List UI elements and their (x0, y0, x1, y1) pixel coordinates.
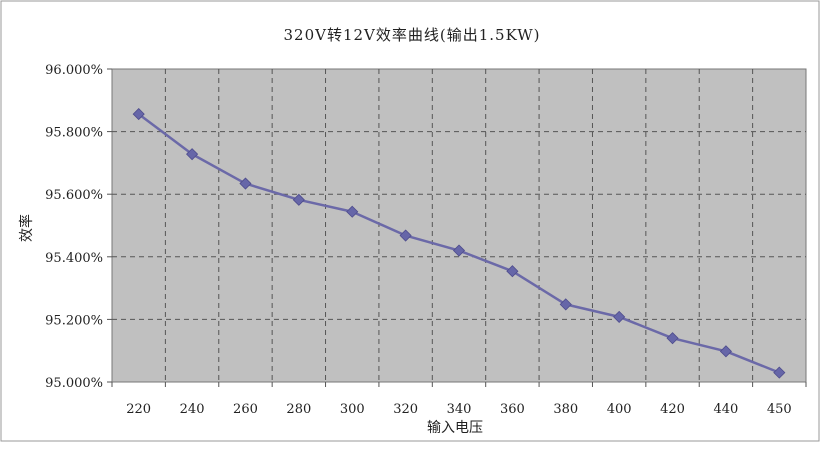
x-tick-label: 400 (607, 402, 632, 417)
x-axis-ticks: 220 240 260 280 300 320 340 360 380 400 420 440 450 (111, 382, 807, 417)
x-tick-label: 240 (180, 402, 205, 417)
y-tick-label: 95.200% (45, 313, 103, 328)
x-tick-label: 280 (286, 402, 311, 417)
data-point (719, 345, 732, 358)
chart-title: 320V转12V效率曲线(输出1.5KW) (283, 26, 540, 44)
y-tick-label: 96.000% (45, 63, 103, 78)
x-tick-label: 260 (233, 402, 258, 417)
data-point (452, 244, 466, 257)
y-tick-label: 95.600% (45, 188, 103, 203)
x-axis-label: 输入电压 (427, 420, 483, 436)
x-tick-label: 450 (767, 402, 792, 417)
data-point (666, 332, 679, 345)
y-tick-label: 95.400% (45, 251, 103, 266)
series-group (132, 108, 786, 379)
data-point (346, 205, 359, 218)
x-tick-label: 420 (660, 402, 685, 417)
x-tick-label: 300 (340, 402, 365, 417)
data-point (506, 265, 519, 278)
data-point (399, 229, 412, 242)
data-point (559, 298, 572, 311)
data-point (773, 366, 786, 379)
x-tick-label: 380 (553, 402, 578, 417)
data-point (186, 148, 199, 161)
x-tick-label: 360 (500, 402, 525, 417)
y-tick-label: 95.000% (45, 376, 103, 391)
gridlines (112, 69, 806, 382)
x-tick-label: 220 (126, 402, 151, 417)
y-axis-label: 效率 (18, 214, 35, 242)
data-point (239, 177, 252, 190)
x-tick-label: 320 (393, 402, 418, 417)
data-point (613, 310, 626, 323)
x-tick-label: 440 (714, 402, 739, 417)
x-tick-label: 340 (447, 402, 472, 417)
y-axis-ticks: 95.000% 95.200% 95.400% 95.600% 95.800% 96.00… (45, 63, 112, 391)
plot-area (111, 68, 807, 383)
y-tick-label: 95.800% (45, 126, 103, 141)
data-point (132, 108, 145, 121)
data-point (292, 193, 305, 206)
